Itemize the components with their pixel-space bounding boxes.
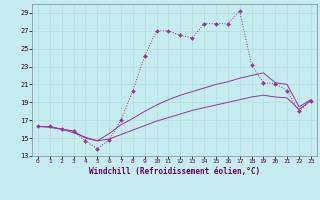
X-axis label: Windchill (Refroidissement éolien,°C): Windchill (Refroidissement éolien,°C) <box>89 167 260 176</box>
